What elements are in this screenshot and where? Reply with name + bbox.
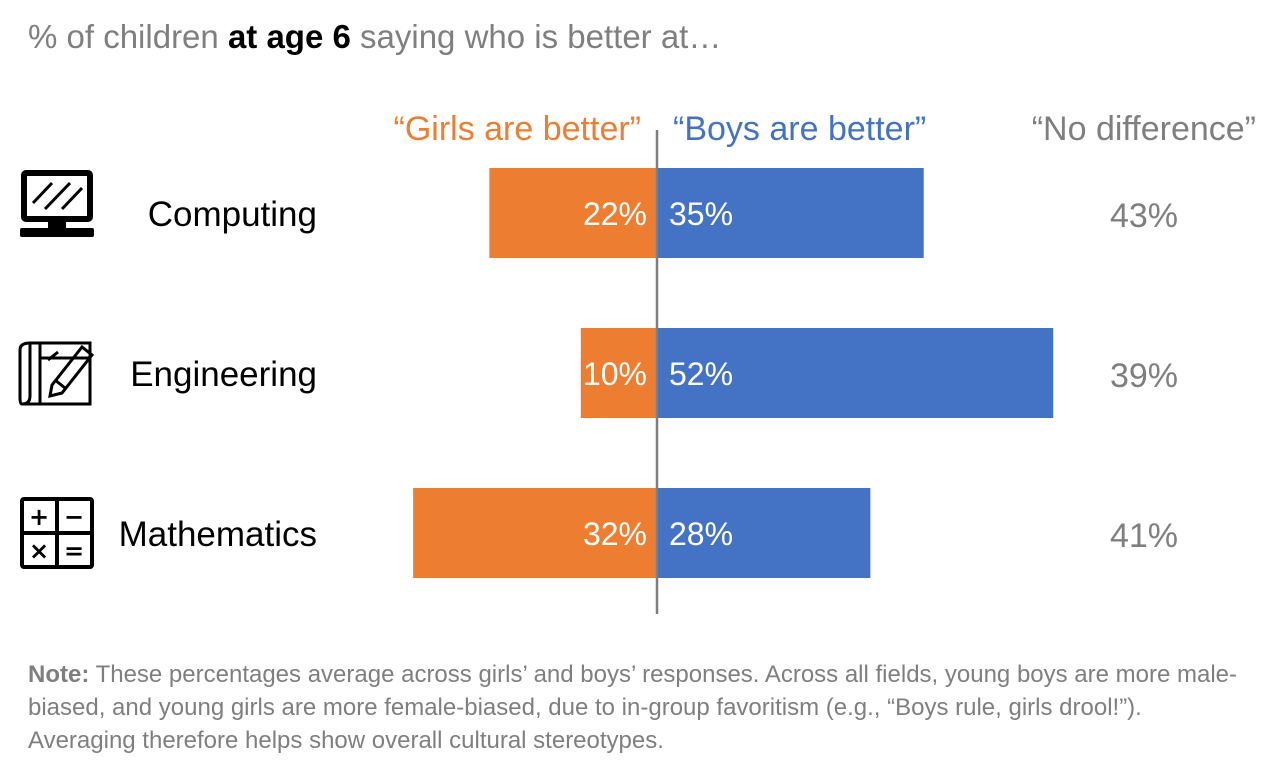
category-label-mathematics: Mathematics (119, 515, 317, 554)
legend-girls-better: “Girls are better” (394, 110, 642, 148)
no-difference-value-mathematics: 41% (1110, 517, 1178, 555)
icons-layer: + −× = (18, 170, 95, 569)
bar-boys-engineering (657, 328, 1054, 418)
data-label-girls-mathematics: 32% (583, 516, 647, 552)
svg-text:×: × (29, 537, 49, 565)
legend-no-difference: “No difference” (1032, 110, 1256, 148)
bar-boys-computing (657, 168, 924, 258)
bar-boys-mathematics (657, 488, 871, 578)
calculator-symbols-icon: + −× = (20, 497, 94, 569)
no-difference-value-computing: 43% (1110, 197, 1178, 235)
data-label-boys-mathematics: 28% (669, 516, 733, 552)
title-bold: at age 6 (227, 18, 351, 55)
chart-title: % of children at age 6 saying who is bet… (28, 18, 721, 56)
data-label-boys-computing: 35% (669, 196, 733, 232)
svg-text:=: = (64, 537, 84, 565)
note-label: Note: (28, 661, 90, 688)
svg-text:+: + (29, 503, 49, 531)
category-label-engineering: Engineering (130, 355, 317, 394)
blueprint-pencil-icon (18, 341, 95, 406)
legend-boys-better: “Boys are better” (673, 110, 926, 148)
labels-layer: “Girls are better” “Boys are better” “No d… (119, 110, 1256, 555)
no-difference-value-engineering: 39% (1110, 357, 1178, 395)
note-text: These percentages average across girls’ … (28, 661, 1238, 754)
data-label-boys-engineering: 52% (669, 356, 733, 392)
data-label-girls-engineering: 10% (583, 356, 647, 392)
title-prefix: % of children (28, 18, 228, 55)
bar-girls-computing (489, 168, 657, 258)
category-label-computing: Computing (148, 195, 317, 234)
title-suffix: saying who is better at… (350, 18, 722, 55)
bar-girls-mathematics (413, 488, 657, 578)
computer-monitor-icon (20, 170, 94, 237)
footnote: Note: These percentages average across g… (28, 658, 1238, 757)
data-label-girls-computing: 22% (583, 196, 647, 232)
bars-layer (413, 168, 1054, 578)
bar-girls-engineering (580, 328, 657, 418)
svg-text:−: − (64, 503, 84, 531)
